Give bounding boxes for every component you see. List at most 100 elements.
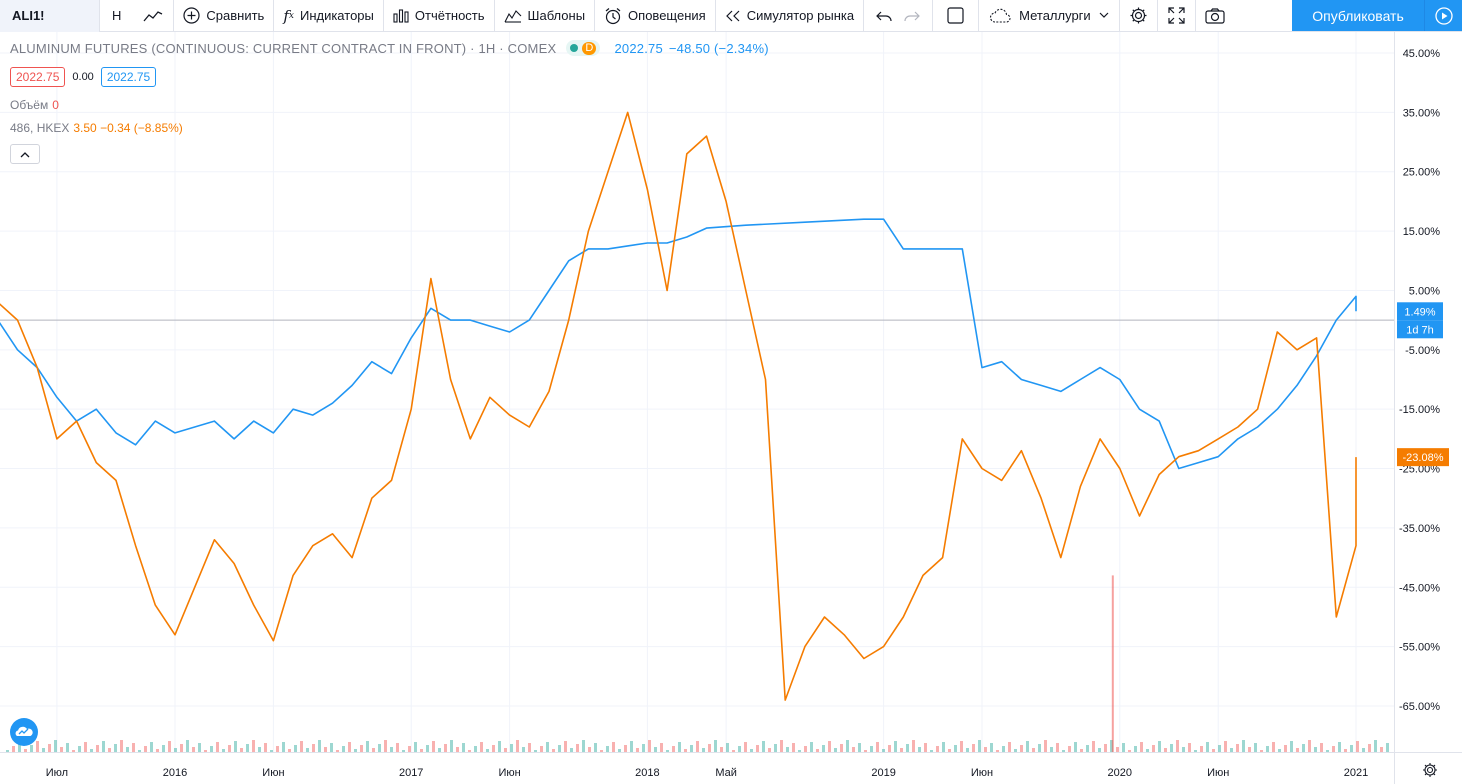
volume-bar bbox=[912, 740, 915, 752]
gear-icon bbox=[1423, 763, 1437, 777]
volume-bar bbox=[1332, 746, 1335, 752]
financials-button[interactable]: Отчётность bbox=[384, 0, 495, 32]
volume-bar bbox=[570, 748, 573, 752]
volume-bar bbox=[1134, 746, 1137, 752]
volume-bar bbox=[366, 741, 369, 752]
collapse-legend-button[interactable] bbox=[10, 144, 40, 164]
tradingview-logo[interactable] bbox=[10, 718, 38, 746]
interval-button[interactable]: H bbox=[112, 8, 122, 23]
volume-bar bbox=[288, 749, 291, 752]
layout-select-button[interactable] bbox=[933, 0, 980, 32]
volume-bar bbox=[372, 748, 375, 752]
volume-bar bbox=[1014, 749, 1017, 752]
compare-button[interactable]: Сравнить bbox=[174, 0, 275, 32]
volume-bar bbox=[312, 744, 315, 752]
volume-bar bbox=[156, 749, 159, 752]
volume-bar bbox=[642, 744, 645, 752]
volume-bar bbox=[462, 743, 465, 752]
volume-bar bbox=[450, 740, 453, 752]
volume-bar bbox=[1266, 746, 1269, 752]
volume-bar bbox=[840, 744, 843, 752]
volume-bar bbox=[66, 743, 69, 752]
replay-button[interactable]: Симулятор рынка bbox=[716, 0, 865, 32]
x-tick-label: 2016 bbox=[163, 767, 187, 779]
volume-bar bbox=[24, 749, 27, 752]
snapshot-button[interactable] bbox=[1196, 0, 1234, 32]
volume-bar bbox=[1284, 745, 1287, 752]
bid-price[interactable]: 2022.75 bbox=[10, 67, 66, 87]
volume-bar bbox=[1290, 741, 1293, 752]
ask-price[interactable]: 2022.75 bbox=[100, 67, 157, 87]
chart-style-button[interactable] bbox=[133, 0, 175, 32]
indicators-label: Индикаторы bbox=[299, 8, 374, 23]
volume-bar bbox=[252, 740, 255, 752]
symbol-search-button[interactable]: ALI1! bbox=[0, 0, 100, 32]
main-last-value-label: 1.49% bbox=[1404, 306, 1435, 318]
compare-last-value-label: -23.08% bbox=[1403, 452, 1444, 464]
series-title[interactable]: ALUMINUM FUTURES (CONTINUOUS: CURRENT CO… bbox=[10, 40, 557, 56]
y-tick-label: -35.00% bbox=[1399, 523, 1440, 535]
publish-button[interactable]: Опубликовать bbox=[1292, 0, 1424, 31]
fullscreen-icon bbox=[1168, 7, 1185, 24]
volume-bar bbox=[1212, 749, 1215, 752]
x-tick-label: 2018 bbox=[635, 767, 659, 779]
volume-bar bbox=[906, 744, 909, 752]
volume-bar bbox=[654, 747, 657, 752]
y-tick-label: 25.00% bbox=[1403, 167, 1441, 179]
volume-bar bbox=[960, 741, 963, 752]
volume-bar bbox=[636, 748, 639, 752]
redo-button[interactable] bbox=[898, 0, 934, 32]
y-tick-label: -65.00% bbox=[1399, 701, 1440, 713]
volume-bar bbox=[1230, 748, 1233, 752]
volume-bar bbox=[258, 747, 261, 752]
y-tick-label: -25.00% bbox=[1399, 464, 1440, 476]
volume-bar bbox=[1164, 748, 1167, 752]
templates-icon bbox=[504, 8, 522, 23]
play-button[interactable] bbox=[1424, 0, 1462, 31]
bar-chart-icon bbox=[393, 8, 409, 23]
volume-bar bbox=[330, 743, 333, 752]
volume-bar bbox=[882, 749, 885, 752]
volume-bar bbox=[666, 750, 669, 752]
scale-settings-button[interactable] bbox=[1420, 760, 1440, 780]
tradingview-logo-icon bbox=[15, 726, 33, 736]
volume-bar bbox=[1104, 744, 1107, 752]
volume-bar bbox=[540, 746, 543, 752]
market-status-badge: D bbox=[566, 40, 601, 56]
x-tick-label: Июн bbox=[498, 767, 520, 779]
chevron-up-icon bbox=[20, 151, 30, 157]
volume-bar bbox=[1170, 744, 1173, 752]
volume-bar bbox=[978, 740, 981, 752]
compare-legend[interactable]: 486, HKEX 3.50 −0.34 (−8.85%) bbox=[10, 121, 183, 135]
gear-icon bbox=[1130, 7, 1147, 24]
volume-bar bbox=[1110, 740, 1113, 752]
fullscreen-button[interactable] bbox=[1158, 0, 1196, 32]
volume-bar bbox=[306, 748, 309, 752]
volume-bar bbox=[1236, 744, 1239, 752]
volume-bar bbox=[1254, 743, 1257, 752]
watchlist-button[interactable]: Металлурги bbox=[979, 0, 1120, 32]
alerts-button[interactable]: Оповещения bbox=[595, 0, 716, 32]
x-tick-label: 2019 bbox=[871, 767, 895, 779]
volume-bar bbox=[60, 747, 63, 752]
compare-label: Сравнить bbox=[206, 8, 265, 23]
volume-bar bbox=[1038, 744, 1041, 752]
settings-button[interactable] bbox=[1120, 0, 1158, 32]
volume-bar bbox=[1074, 742, 1077, 752]
volume-bar bbox=[858, 743, 861, 752]
volume-bar bbox=[1386, 743, 1389, 752]
volume-bar bbox=[1050, 747, 1053, 752]
chart-canvas[interactable]: 45.00% 35.00% 25.00% 15.00% 5.00% -5.00% -15.0… bbox=[0, 32, 1462, 784]
volume-bar bbox=[48, 744, 51, 752]
volume-bar bbox=[84, 742, 87, 752]
templates-button[interactable]: Шаблоны bbox=[495, 0, 596, 32]
volume-bar bbox=[114, 744, 117, 752]
volume-bar bbox=[714, 740, 717, 752]
volume-bar bbox=[486, 749, 489, 752]
volume-bar bbox=[564, 741, 567, 752]
undo-button[interactable] bbox=[864, 0, 898, 32]
volume-bar bbox=[828, 741, 831, 752]
volume-legend[interactable]: Объём 0 bbox=[10, 98, 59, 112]
volume-bar bbox=[804, 746, 807, 752]
